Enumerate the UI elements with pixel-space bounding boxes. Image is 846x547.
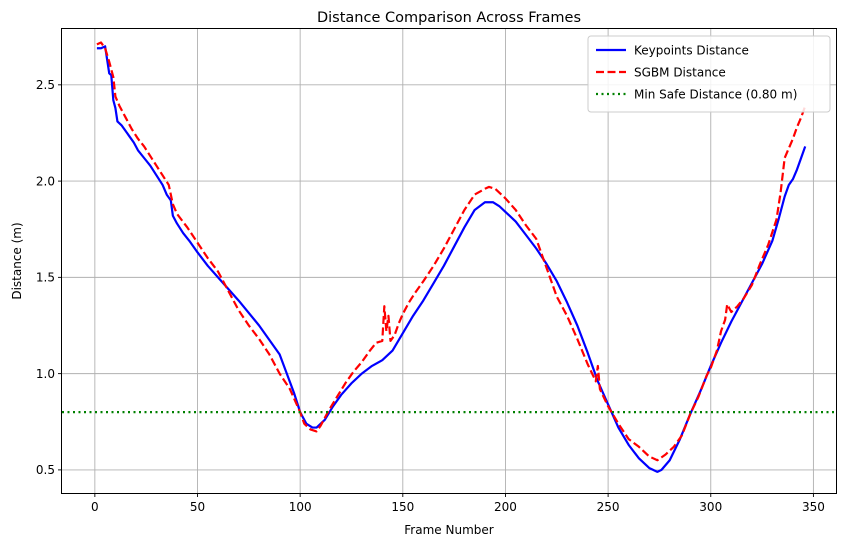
legend-label-min-safe: Min Safe Distance (0.80 m) bbox=[634, 88, 797, 102]
legend-label-keypoints: Keypoints Distance bbox=[634, 44, 749, 58]
x-tick-label: 100 bbox=[289, 500, 312, 514]
x-tick-label: 250 bbox=[597, 500, 620, 514]
x-tick-label: 200 bbox=[494, 500, 517, 514]
legend: Keypoints Distance SGBM Distance Min Saf… bbox=[587, 35, 831, 113]
plot-frame bbox=[61, 28, 837, 494]
series-line-1 bbox=[96, 41, 807, 462]
y-tick-label: 1.5 bbox=[36, 271, 55, 285]
x-tick-label: 50 bbox=[190, 500, 205, 514]
y-tick-label: 2.0 bbox=[36, 174, 55, 188]
axis-ticks: 0 50 100 150 200 250 300 350 0.5 1.0 1.5 2.0 2.5 bbox=[36, 78, 825, 514]
legend-box bbox=[587, 35, 831, 113]
x-tick-label: 0 bbox=[91, 500, 99, 514]
chart-title: Distance Comparison Across Frames bbox=[317, 10, 581, 26]
x-tick-label: 150 bbox=[391, 500, 414, 514]
y-tick-label: 2.5 bbox=[36, 78, 55, 92]
plot-lines bbox=[62, 41, 836, 473]
y-tick-label: 0.5 bbox=[36, 463, 55, 477]
x-axis-title: Frame Number bbox=[404, 523, 493, 537]
legend-label-sgbm: SGBM Distance bbox=[634, 66, 726, 80]
x-tick-label: 350 bbox=[802, 500, 825, 514]
x-tick-label: 300 bbox=[699, 500, 722, 514]
y-tick-label: 1.0 bbox=[36, 367, 55, 381]
y-axis-title: Distance (m) bbox=[10, 222, 24, 299]
